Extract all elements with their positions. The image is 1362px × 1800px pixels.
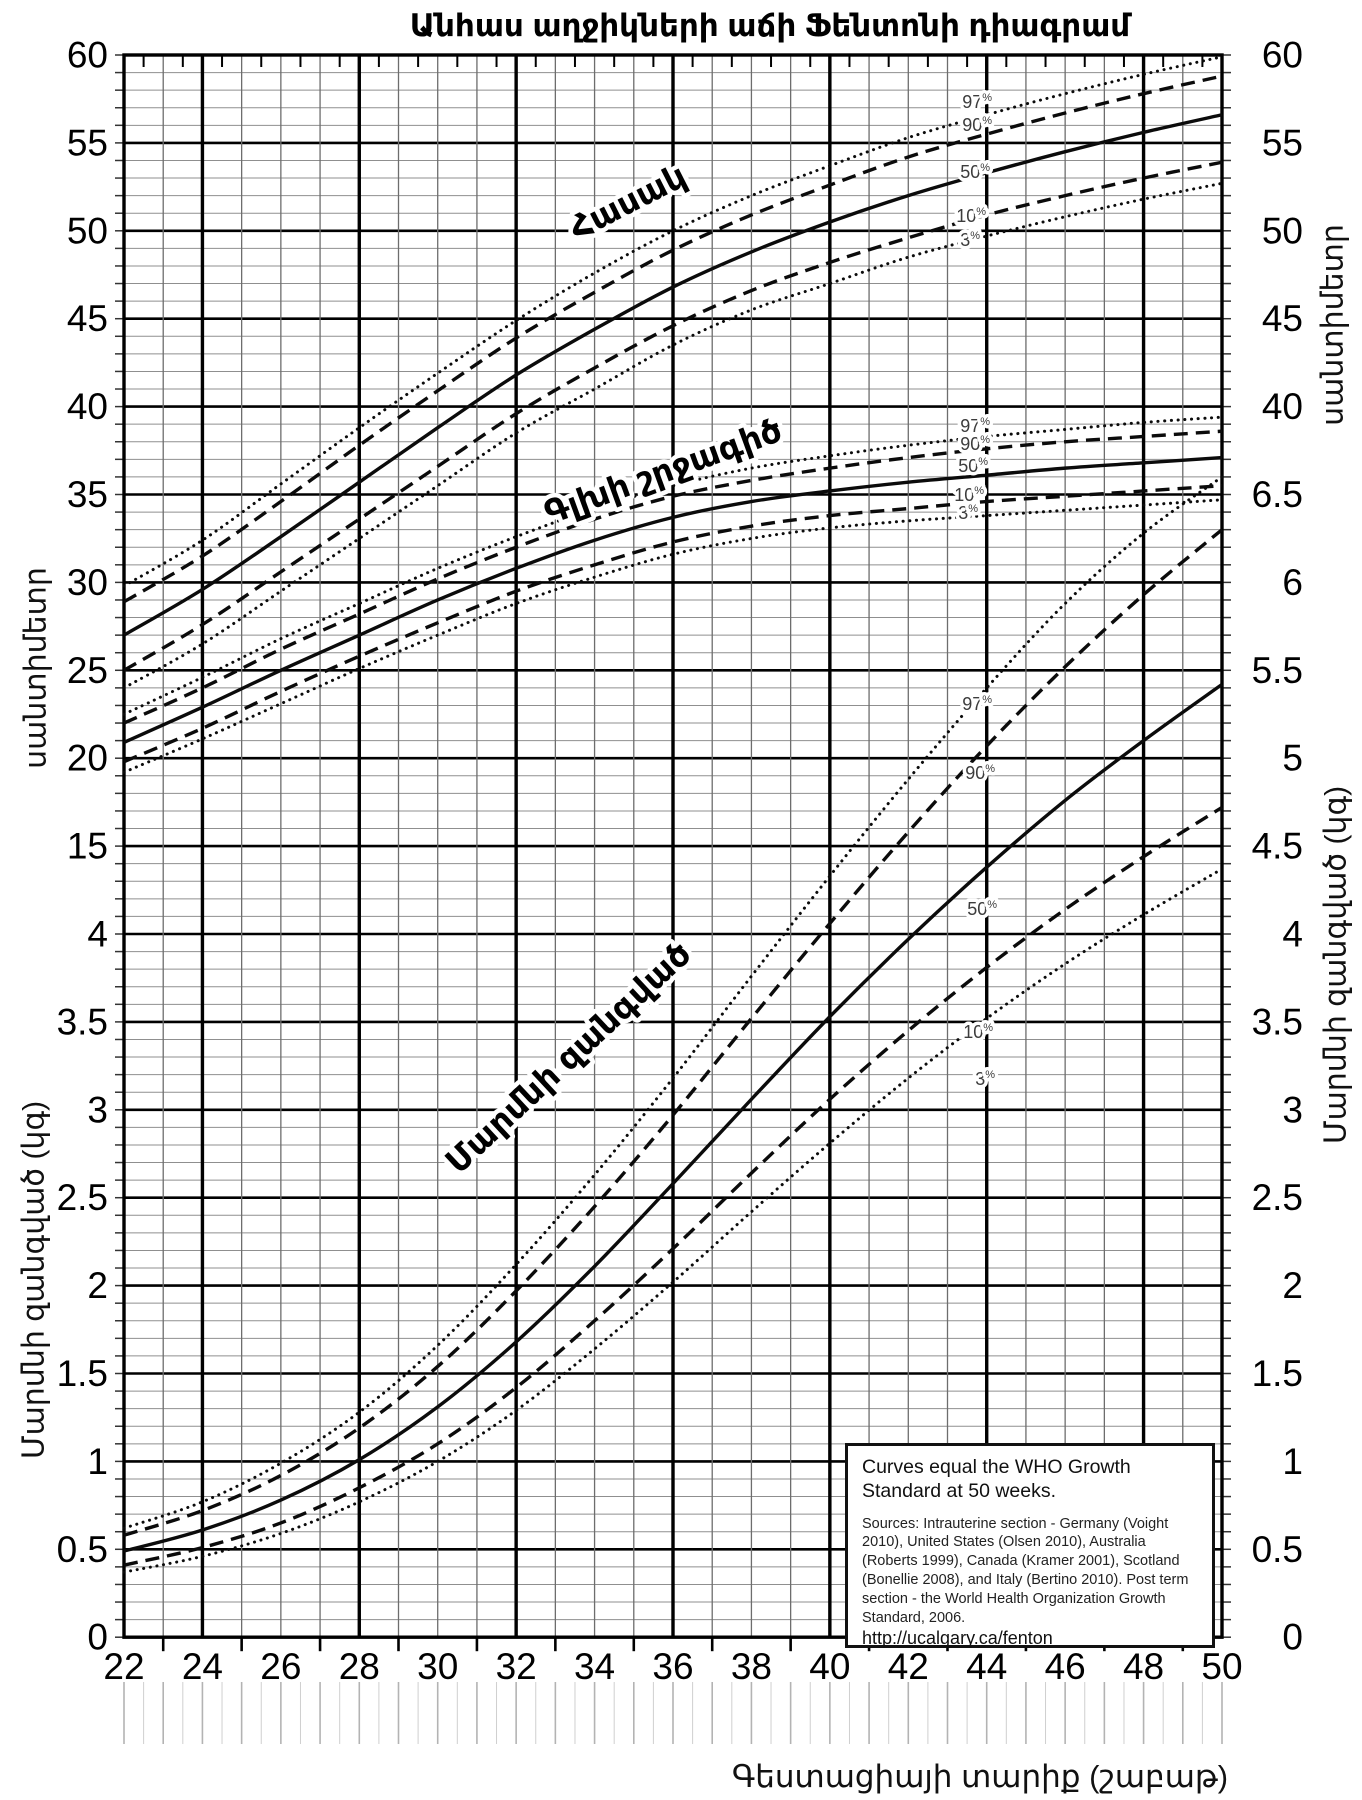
left-cm-tick-30: 30: [67, 562, 108, 603]
left-kg-tick-2: 2: [87, 1265, 108, 1306]
left-kg-tick-2.5: 2.5: [57, 1177, 108, 1218]
percentile-label-length-90: 90%: [962, 115, 992, 135]
curve-length-p50: [123, 113, 1223, 637]
right-kg-tick-3: 3: [1282, 1089, 1303, 1130]
percentile-label-head-circumference-10: 10%: [954, 485, 984, 505]
left-kg-tick-4: 4: [87, 914, 108, 955]
right-kg-tick-0: 0: [1282, 1617, 1303, 1658]
left-kg-tick-1.5: 1.5: [57, 1353, 108, 1394]
bottom-ruler: [123, 1682, 1223, 1744]
left-cm-tick-55: 55: [67, 122, 108, 163]
percentile-label-weight-10: 10%: [963, 1022, 993, 1042]
curve-head-circumference-p90: [123, 429, 1223, 725]
source-info-box: Curves equal the WHO Growth Standard at …: [845, 1443, 1215, 1648]
plot-border: [122, 53, 1224, 1639]
left-kg-tick-0: 0: [87, 1617, 108, 1658]
curve-length-p10: [123, 160, 1223, 672]
right-axis-title-centimeters: սանտիմետր: [1316, 224, 1350, 426]
right-kg-tick-1.5: 1.5: [1252, 1353, 1303, 1394]
right-kg-tick-2: 2: [1282, 1265, 1303, 1306]
right-cm-tick-55: 55: [1262, 122, 1303, 163]
grid: [115, 53, 1231, 1652]
x-tick-34: 34: [574, 1646, 615, 1687]
curve-length-p3: [122, 181, 1224, 690]
right-kg-tick-3.5: 3.5: [1252, 1001, 1303, 1042]
percentile-label-weight-50: 50%: [967, 899, 997, 919]
page-title: Անհաս աղջիկների աճի Ֆենտոնի դիագրամ: [409, 8, 1131, 43]
curve-head-circumference-p97: [122, 415, 1224, 716]
left-cm-tick-25: 25: [67, 650, 108, 691]
right-kg-tick-1: 1: [1282, 1441, 1303, 1482]
percentile-label-length-50: 50%: [960, 162, 990, 182]
left-axis-title-centimeters: սանտիմետր: [19, 567, 53, 769]
curve-head-circumference-p50: [123, 455, 1223, 744]
left-kg-tick-3.5: 3.5: [57, 1001, 108, 1042]
right-kg-tick-6.5: 6.5: [1252, 474, 1303, 515]
x-tick-40: 40: [809, 1646, 850, 1687]
x-tick-38: 38: [731, 1646, 772, 1687]
x-tick-42: 42: [888, 1646, 929, 1687]
left-cm-tick-15: 15: [67, 826, 108, 867]
left-kg-tick-1: 1: [87, 1441, 108, 1482]
x-tick-22: 22: [103, 1646, 144, 1687]
x-tick-48: 48: [1123, 1646, 1164, 1687]
right-cm-tick-45: 45: [1262, 298, 1303, 339]
x-tick-44: 44: [966, 1646, 1007, 1687]
x-tick-28: 28: [339, 1646, 380, 1687]
percentile-label-length-97: 97%: [962, 92, 992, 112]
curve-head-circumference-p10: [123, 484, 1223, 764]
percentile-label-head-circumference-90: 90%: [960, 434, 990, 454]
x-tick-32: 32: [496, 1646, 537, 1687]
right-cm-tick-40: 40: [1262, 386, 1303, 427]
percentile-label-weight-90: 90%: [965, 763, 995, 783]
x-tick-50: 50: [1201, 1646, 1242, 1687]
percentile-label-head-circumference-97: 97%: [960, 416, 990, 436]
percentile-label-head-circumference-3: 3%: [958, 503, 978, 523]
axis-tick-labels: 6055504540353025201543.532.521.510.50605…: [57, 35, 1303, 1688]
right-kg-tick-5.5: 5.5: [1252, 650, 1303, 691]
percentile-label-length-10: 10%: [956, 206, 986, 226]
left-kg-tick-3: 3: [87, 1089, 108, 1130]
right-axis-title-weight: Մարմնի զանգված (կգ): [1319, 785, 1353, 1145]
left-cm-tick-45: 45: [67, 298, 108, 339]
curve-length-p97: [122, 55, 1224, 588]
curve-head-circumference-p3: [122, 498, 1224, 774]
percentile-curves: [122, 55, 1224, 1574]
right-cm-tick-50: 50: [1262, 210, 1303, 251]
right-kg-tick-4.5: 4.5: [1252, 826, 1303, 867]
right-kg-tick-6: 6: [1282, 562, 1303, 603]
info-url: http://ucalgary.ca/fenton: [862, 1627, 1053, 1648]
info-heading: Curves equal the WHO Growth Standard at …: [862, 1456, 1131, 1502]
curve-weight-p50: [123, 682, 1223, 1553]
percentile-label-length-3: 3%: [960, 230, 980, 250]
x-tick-36: 36: [652, 1646, 693, 1687]
percentile-label-weight-3: 3%: [975, 1069, 995, 1089]
left-cm-tick-50: 50: [67, 210, 108, 251]
left-cm-tick-60: 60: [67, 35, 108, 76]
x-tick-24: 24: [182, 1646, 223, 1687]
x-axis-title: Գեստացիայի տարիք (շաբաթ): [731, 1759, 1229, 1794]
right-kg-tick-2.5: 2.5: [1252, 1177, 1303, 1218]
left-kg-tick-0.5: 0.5: [57, 1529, 108, 1570]
left-axis-title-weight: Մարմնի զանգված (կգ): [17, 1100, 51, 1460]
right-kg-tick-0.5: 0.5: [1252, 1529, 1303, 1570]
info-sources: Sources: Intrauterine section - Germany …: [862, 1515, 1189, 1626]
left-cm-tick-40: 40: [67, 386, 108, 427]
left-cm-tick-35: 35: [67, 474, 108, 515]
percentile-label-head-circumference-50: 50%: [958, 456, 988, 476]
x-tick-46: 46: [1045, 1646, 1086, 1687]
right-kg-tick-5: 5: [1282, 738, 1303, 779]
percentile-label-weight-97: 97%: [962, 694, 992, 714]
curve-weight-p10: [123, 805, 1223, 1567]
left-cm-tick-20: 20: [67, 738, 108, 779]
x-tick-30: 30: [417, 1646, 458, 1687]
right-kg-tick-4: 4: [1282, 914, 1303, 955]
curve-weight-p3: [122, 867, 1224, 1574]
right-cm-tick-60: 60: [1262, 35, 1303, 76]
x-tick-26: 26: [260, 1646, 301, 1687]
